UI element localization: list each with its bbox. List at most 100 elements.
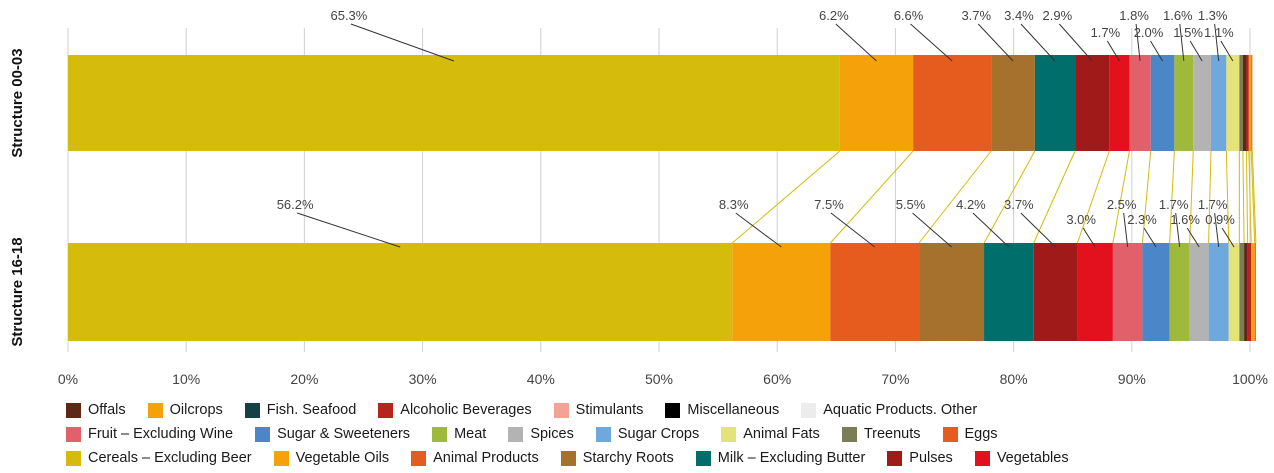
- legend-label: Fruit – Excluding Wine: [88, 426, 234, 442]
- leader-line: [977, 23, 1014, 62]
- bar-segment: [1239, 243, 1245, 341]
- leader-line: [1020, 212, 1056, 248]
- data-label: 1.5%: [1173, 25, 1203, 40]
- legend-label: Oilcrops: [169, 402, 223, 418]
- legend-item: Treenuts: [841, 426, 921, 442]
- data-label: 3.7%: [961, 8, 991, 23]
- data-label: 2.3%: [1127, 212, 1157, 227]
- leader-line: [296, 212, 401, 248]
- connector-line: [1112, 150, 1130, 244]
- bar-segment: [1034, 55, 1076, 151]
- bar-segment: [1075, 55, 1110, 151]
- legend-item: Offals: [66, 402, 126, 418]
- leader-line: [972, 212, 1010, 248]
- leader-line: [1106, 40, 1120, 62]
- connector-line: [1189, 150, 1194, 244]
- bar-segment: [1251, 243, 1255, 341]
- x-tick-label: 0%: [58, 371, 78, 387]
- bar-segment: [732, 243, 831, 341]
- connector-line: [1225, 150, 1230, 244]
- legend-label: Meat: [454, 426, 487, 442]
- x-tick-label: 80%: [1000, 371, 1028, 387]
- data-label: 1.1%: [1204, 25, 1234, 40]
- data-label: 3.0%: [1066, 212, 1096, 227]
- bar-segment: [1228, 243, 1240, 341]
- leader-line: [910, 23, 953, 62]
- bar-segment: [1109, 55, 1130, 151]
- legend-swatch: [595, 426, 611, 442]
- leader-line: [1175, 212, 1181, 248]
- leader-line: [735, 212, 782, 248]
- data-label: 7.5%: [814, 197, 844, 212]
- legend-swatch: [378, 402, 394, 418]
- bar-segment: [1251, 55, 1253, 151]
- data-label: 3.7%: [1004, 197, 1034, 212]
- legend-label: Vegetables: [996, 450, 1069, 466]
- bar-segment: [919, 243, 985, 341]
- legend-label: Spices: [530, 426, 574, 442]
- bar-segment: [68, 243, 733, 341]
- data-label: 1.6%: [1163, 8, 1193, 23]
- x-tick-label: 10%: [172, 371, 200, 387]
- data-label: 8.3%: [719, 197, 749, 212]
- connector-line: [1076, 150, 1110, 244]
- x-tick-label: 70%: [881, 371, 909, 387]
- leader-line: [1179, 23, 1185, 62]
- connector-line: [1248, 150, 1252, 244]
- data-label: 6.2%: [819, 8, 849, 23]
- connector-line: [1169, 150, 1175, 244]
- x-tick-label: 30%: [409, 371, 437, 387]
- leader-line: [1186, 227, 1200, 248]
- legend-swatch: [432, 426, 448, 442]
- legend-swatch: [66, 426, 81, 442]
- bar-segment: [1033, 243, 1078, 341]
- legend-swatch: [801, 402, 817, 418]
- legend-item: Spices: [508, 426, 574, 442]
- bar-segment: [1254, 243, 1256, 341]
- x-tick-label: 60%: [763, 371, 791, 387]
- connector-line: [1242, 150, 1245, 244]
- bar-segment: [1248, 55, 1252, 151]
- legend-label: Milk – Excluding Butter: [717, 450, 866, 466]
- legend-swatch: [665, 402, 681, 418]
- legend-item: Stimulants: [553, 402, 643, 418]
- legend-swatch: [721, 426, 737, 442]
- leader-line: [1214, 212, 1220, 248]
- bar-segment: [991, 55, 1035, 151]
- legend-row: Fruit – Excluding Wine Sugar & Sweeteners…: [66, 422, 1266, 446]
- x-tick-label: 50%: [645, 371, 673, 387]
- bar-segment: [1112, 243, 1143, 341]
- legend-row: Cereals – Excluding Beer Vegetable Oils An…: [66, 446, 1266, 470]
- legend-item: Fish. Seafood: [244, 402, 357, 418]
- leader-line: [835, 23, 877, 62]
- connector-line: [830, 150, 914, 244]
- bar-segment: [913, 55, 992, 151]
- bar-segment: [839, 55, 914, 151]
- bar-segment: [1077, 243, 1113, 341]
- data-label: 3.4%: [1004, 8, 1034, 23]
- legend-label: Animal Products: [433, 450, 539, 466]
- leader-line: [1220, 40, 1234, 62]
- legend-row: Offals Oilcrops Fish. Seafood Alcoholic Bev…: [66, 398, 1266, 422]
- category-label: Structure 00-03: [9, 48, 26, 157]
- legend-swatch: [508, 426, 524, 442]
- bar-segment: [1129, 55, 1151, 151]
- legend-item: Miscellaneous: [665, 402, 779, 418]
- leader-line: [1135, 23, 1141, 62]
- bar-segment: [1239, 55, 1243, 151]
- legend-label: Offals: [88, 402, 126, 418]
- legend-swatch: [887, 450, 903, 466]
- legend-swatch: [553, 402, 569, 418]
- legend-swatch: [411, 450, 427, 466]
- bar-segment: [1246, 55, 1249, 151]
- leader-line: [1214, 23, 1220, 62]
- legend-item: Sugar Crops: [595, 426, 699, 442]
- leader-line: [912, 212, 952, 248]
- legend-swatch: [147, 402, 163, 418]
- bar-segment: [1189, 243, 1209, 341]
- legend-item: Milk – Excluding Butter: [695, 450, 866, 466]
- legend-label: Fish. Seafood: [266, 402, 357, 418]
- legend-swatch: [273, 450, 289, 466]
- bar-segment: [1244, 243, 1248, 341]
